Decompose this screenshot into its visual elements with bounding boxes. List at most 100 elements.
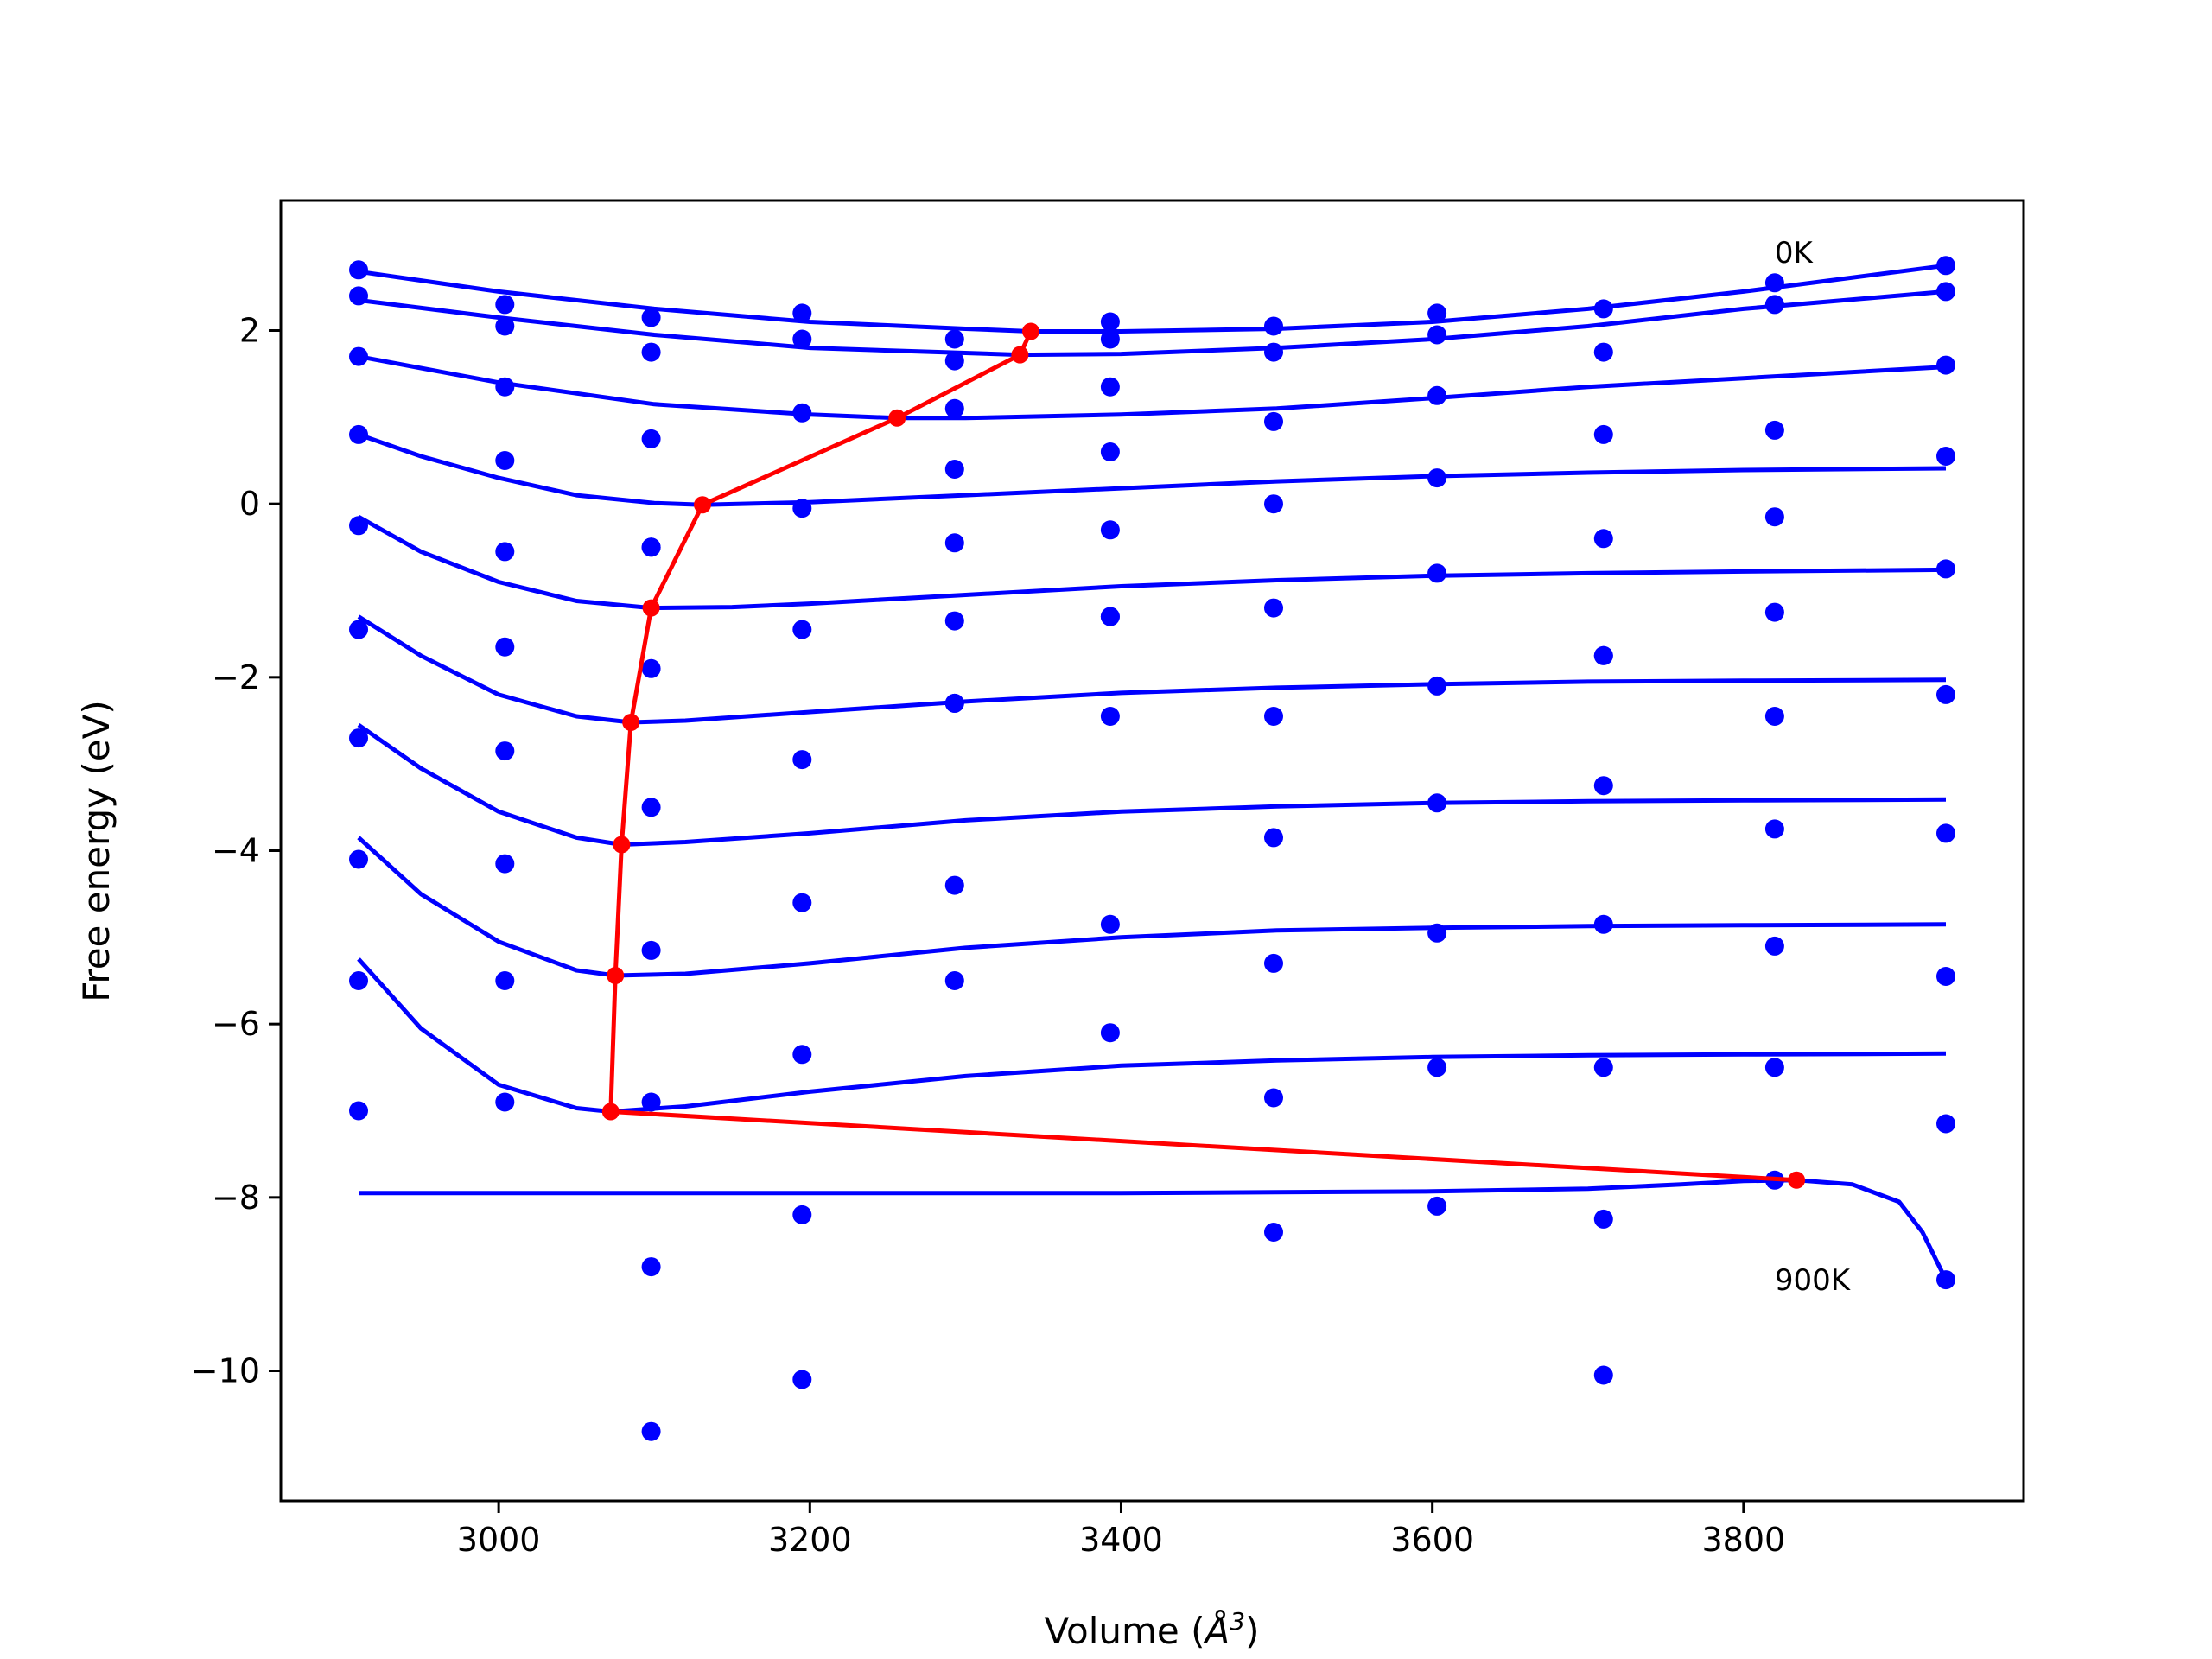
data-point-400K-5	[1100, 520, 1120, 540]
data-point-900K-10	[1936, 1270, 1955, 1290]
data-point-600K-9	[1764, 819, 1784, 839]
data-point-0K-8	[1593, 299, 1613, 319]
x-tick-label: 3400	[1079, 1521, 1163, 1559]
data-point-500K-9	[1764, 707, 1784, 726]
data-point-100K-9	[1764, 295, 1784, 315]
data-point-700K-4	[944, 875, 964, 895]
data-point-100K-4	[944, 351, 964, 371]
minimum-point-6	[613, 836, 631, 854]
data-point-200K-9	[1764, 420, 1784, 440]
x-tick-label: 3200	[768, 1521, 852, 1559]
data-point-600K-5	[1100, 707, 1120, 726]
data-point-300K-3	[792, 499, 812, 518]
data-point-800K-2	[641, 1092, 661, 1112]
fit-curve-100K	[358, 289, 1947, 358]
data-point-500K-3	[792, 750, 812, 770]
data-point-300K-5	[1100, 442, 1120, 461]
data-point-800K-1	[495, 971, 515, 990]
fit-curve-0K	[358, 263, 1947, 334]
data-point-700K-9	[1764, 936, 1784, 956]
x-axis-title-close: )	[1245, 1610, 1259, 1652]
data-point-100K-0	[349, 286, 368, 306]
data-point-700K-5	[1100, 914, 1120, 934]
data-point-800K-0	[349, 971, 368, 990]
minima-line	[608, 330, 1797, 1183]
fit-curve-800K	[357, 957, 1947, 1114]
plot-frame	[279, 199, 2025, 1503]
minimum-point-9	[1788, 1171, 1806, 1189]
data-point-0K-6	[1264, 316, 1283, 336]
data-point-100K-3	[792, 329, 812, 349]
data-point-200K-4	[944, 398, 964, 418]
y-tick-label: −6	[212, 1005, 260, 1043]
x-tick-label: 3600	[1390, 1521, 1474, 1559]
fit-curve-400K	[357, 515, 1947, 611]
data-point-800K-6	[1264, 1088, 1283, 1108]
data-point-500K-0	[349, 620, 368, 639]
data-point-900K-1	[495, 1092, 515, 1112]
data-point-700K-10	[1936, 967, 1955, 986]
annotation-900k: 900K	[1775, 1263, 1852, 1298]
data-point-400K-0	[349, 516, 368, 536]
data-point-300K-4	[944, 460, 964, 479]
data-point-300K-1	[495, 451, 515, 470]
data-point-800K-10	[1936, 1114, 1955, 1134]
data-point-900K-0	[349, 1101, 368, 1121]
data-point-600K-0	[349, 728, 368, 748]
data-point-300K-7	[1427, 468, 1447, 488]
data-point-500K-7	[1427, 676, 1447, 696]
data-point-200K-3	[792, 403, 812, 423]
data-point-900K-4	[944, 693, 964, 713]
data-point-600K-1	[495, 741, 515, 761]
fit-curve-700K	[357, 836, 1947, 978]
data-point-0K-5	[1100, 312, 1120, 332]
x-tick-label: 3800	[1701, 1521, 1785, 1559]
data-point-0K-0	[349, 260, 368, 280]
data-point-100K-8	[1593, 342, 1613, 362]
x-axis-title-exponent: 3	[1230, 1607, 1245, 1636]
data-point-800K-4	[944, 971, 964, 990]
data-point-0K-1	[495, 295, 515, 315]
data-point-700K-6	[1264, 953, 1283, 973]
y-tick-label: −8	[212, 1179, 260, 1217]
data-point-600K-3	[792, 893, 812, 912]
x-axis-title: Volume (Å3)	[1045, 1607, 1260, 1652]
data-point-400K-10	[1936, 559, 1955, 579]
data-point-600K-8	[1593, 645, 1613, 665]
data-point-800K-3	[792, 1370, 812, 1389]
annotation-0k: 0K	[1775, 236, 1815, 270]
data-point-100K-2	[641, 342, 661, 362]
data-point-900K-2	[641, 1257, 661, 1277]
data-point-500K-2	[641, 658, 661, 678]
data-point-400K-1	[495, 542, 515, 562]
minimum-point-8	[601, 1103, 620, 1121]
data-point-800K-8	[1593, 1058, 1613, 1077]
data-point-500K-4	[944, 611, 964, 631]
data-point-300K-9	[1764, 507, 1784, 527]
data-point-100K-1	[495, 316, 515, 336]
data-point-300K-10	[1936, 447, 1955, 466]
y-tick-label: −10	[191, 1352, 260, 1390]
data-point-900K-6	[1264, 1223, 1283, 1242]
data-points	[349, 256, 1955, 1441]
data-point-500K-10	[1936, 684, 1955, 704]
data-point-700K-2	[641, 940, 661, 960]
minimum-point-1	[1011, 346, 1029, 364]
data-point-400K-9	[1764, 602, 1784, 622]
data-point-900K-7	[1427, 1196, 1447, 1216]
data-point-900K-5	[1100, 607, 1120, 626]
data-point-800K-5	[1100, 1023, 1120, 1043]
data-point-0K-2	[641, 308, 661, 327]
data-point-100K-10	[1936, 282, 1955, 302]
data-point-300K-8	[1593, 529, 1613, 549]
data-point-400K-7	[1427, 563, 1447, 583]
data-point-200K-10	[1936, 355, 1955, 375]
data-point-100K-5	[1100, 329, 1120, 349]
y-tick-label: −2	[212, 658, 260, 696]
data-point-400K-4	[944, 533, 964, 553]
data-point-200K-5	[1100, 377, 1120, 397]
data-point-200K-6	[1264, 411, 1283, 431]
data-point-500K-6	[1264, 707, 1283, 726]
data-point-800K-9	[1764, 1058, 1784, 1077]
